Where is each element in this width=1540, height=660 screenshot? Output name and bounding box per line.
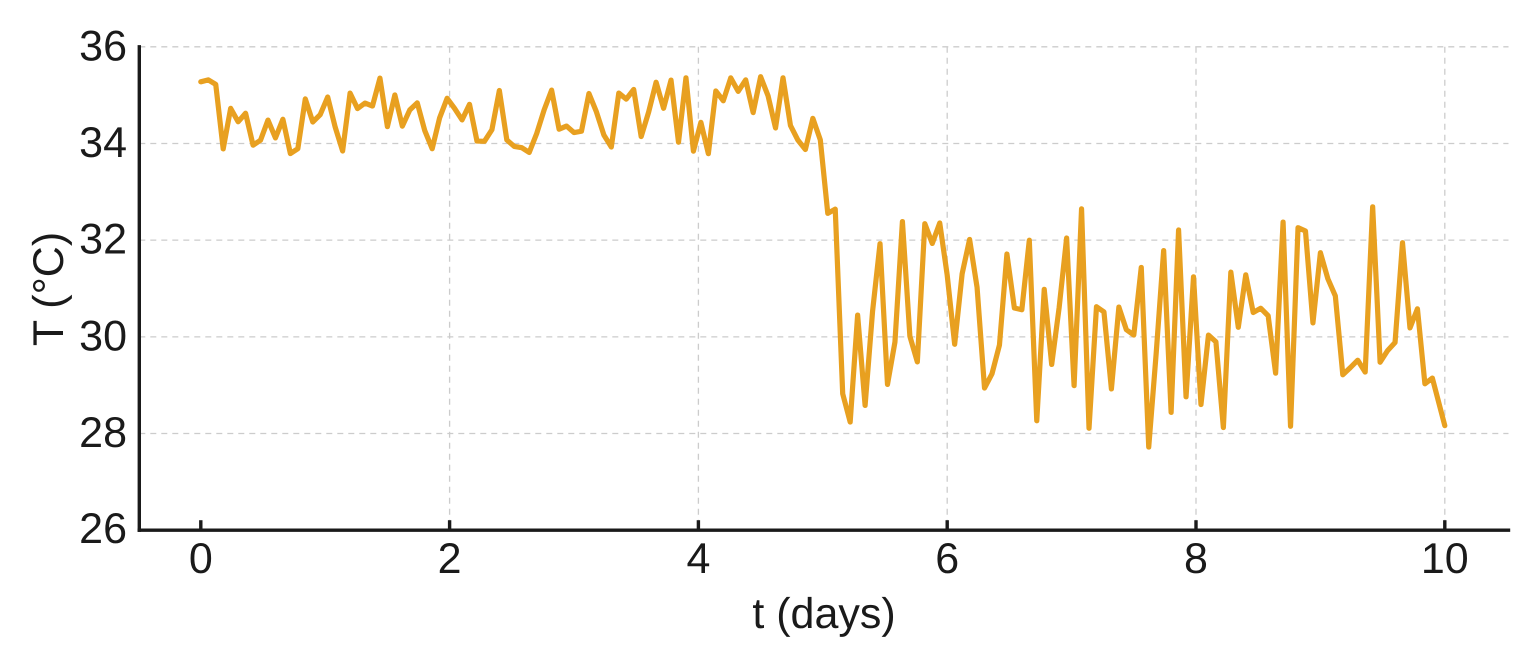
svg-text:34: 34 — [79, 119, 127, 167]
svg-text:2: 2 — [438, 535, 462, 583]
svg-text:0: 0 — [189, 535, 213, 583]
svg-text:28: 28 — [79, 409, 127, 457]
svg-text:30: 30 — [79, 312, 127, 360]
svg-text:26: 26 — [79, 505, 127, 553]
svg-text:10: 10 — [1421, 535, 1469, 583]
svg-text:4: 4 — [686, 535, 710, 583]
svg-text:t (days): t (days) — [752, 590, 895, 638]
svg-text:36: 36 — [79, 22, 127, 70]
svg-text:6: 6 — [935, 535, 959, 583]
svg-text:T (°C): T (°C) — [25, 232, 73, 346]
svg-text:8: 8 — [1184, 535, 1208, 583]
svg-text:32: 32 — [79, 216, 127, 264]
